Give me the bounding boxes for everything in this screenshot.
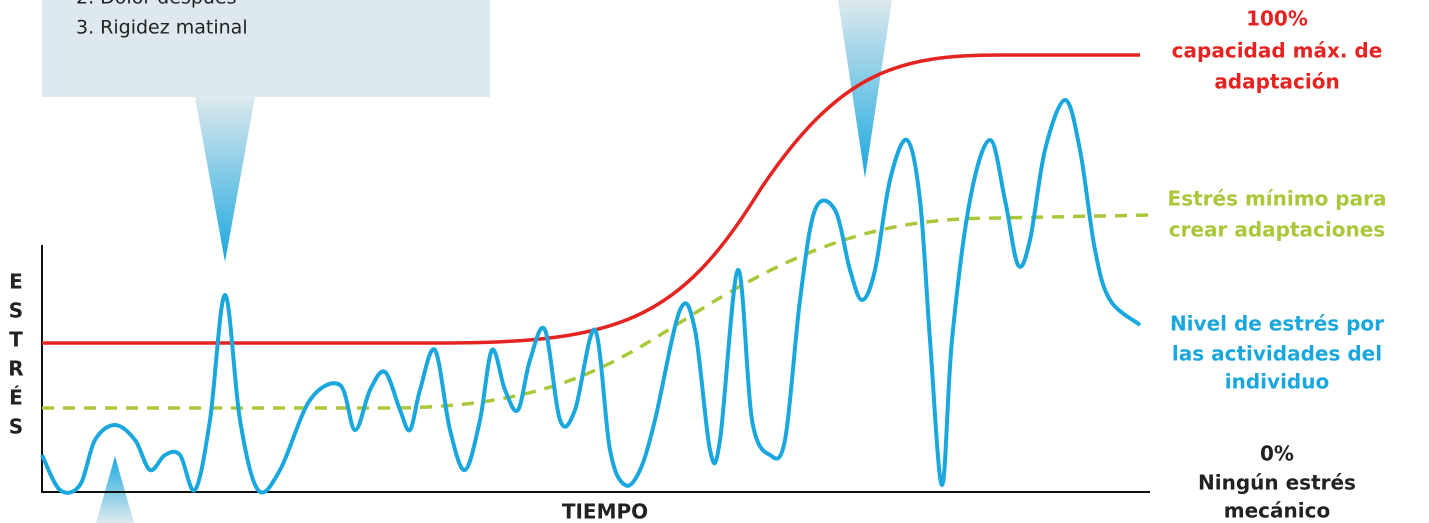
level-label: las actividades del [1172,342,1382,366]
x-axis-label: TIEMPO [562,500,648,523]
max-percent: 100% [1246,7,1308,31]
zero-label: Ningún estrés [1198,471,1356,495]
zero-label: mecánico [1224,499,1330,523]
max-label: capacidad máx. de [1172,39,1383,63]
level-label: individuo [1225,370,1329,394]
min-label: Estrés mínimo para [1168,187,1387,211]
y-axis-letter: S [9,299,23,323]
min-label: crear adaptaciones [1169,218,1385,242]
callout-box [42,0,490,97]
y-axis-letter: R [8,357,23,381]
max-label: adaptación [1214,70,1339,94]
min-stress-curve [42,213,1151,410]
callout-item: 3. Rigidez matinal [76,17,248,39]
callout-pointer [838,0,892,178]
level-label: Nivel de estrés por [1170,312,1384,336]
callout-pointer [195,97,255,262]
y-axis-letter: T [9,328,23,352]
callout-item: 2. Dolor después [76,0,237,9]
y-axis-letter: É [9,386,23,410]
max-capacity-curve [42,53,1140,345]
y-axis-letter: E [9,270,23,294]
callout-pointer [96,456,134,523]
zero-percent: 0% [1260,442,1294,466]
y-axis-letter: S [9,415,23,439]
stress-level-curve [40,98,1142,495]
